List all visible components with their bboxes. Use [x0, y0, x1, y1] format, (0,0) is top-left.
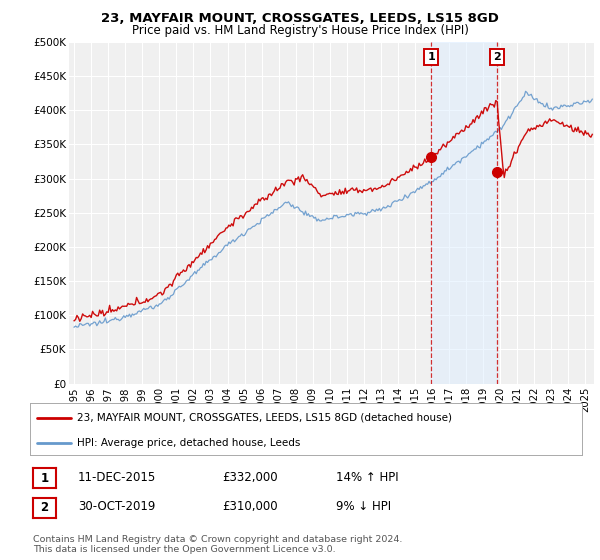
Text: £332,000: £332,000: [222, 470, 278, 484]
Text: 1: 1: [40, 472, 49, 485]
Text: 11-DEC-2015: 11-DEC-2015: [78, 470, 156, 484]
Text: HPI: Average price, detached house, Leeds: HPI: Average price, detached house, Leed…: [77, 438, 300, 449]
Bar: [431, 42, 497, 384]
Text: 2: 2: [493, 52, 501, 62]
Text: 1: 1: [427, 52, 435, 62]
Text: 9% ↓ HPI: 9% ↓ HPI: [336, 500, 391, 514]
Text: 23, MAYFAIR MOUNT, CROSSGATES, LEEDS, LS15 8GD (detached house): 23, MAYFAIR MOUNT, CROSSGATES, LEEDS, LS…: [77, 413, 452, 423]
Text: 23, MAYFAIR MOUNT, CROSSGATES, LEEDS, LS15 8GD: 23, MAYFAIR MOUNT, CROSSGATES, LEEDS, LS…: [101, 12, 499, 25]
Text: 14% ↑ HPI: 14% ↑ HPI: [336, 470, 398, 484]
Text: Contains HM Land Registry data © Crown copyright and database right 2024.
This d: Contains HM Land Registry data © Crown c…: [33, 535, 403, 554]
Text: 2: 2: [40, 501, 49, 515]
Text: 30-OCT-2019: 30-OCT-2019: [78, 500, 155, 514]
Text: Price paid vs. HM Land Registry's House Price Index (HPI): Price paid vs. HM Land Registry's House …: [131, 24, 469, 37]
Text: £310,000: £310,000: [222, 500, 278, 514]
